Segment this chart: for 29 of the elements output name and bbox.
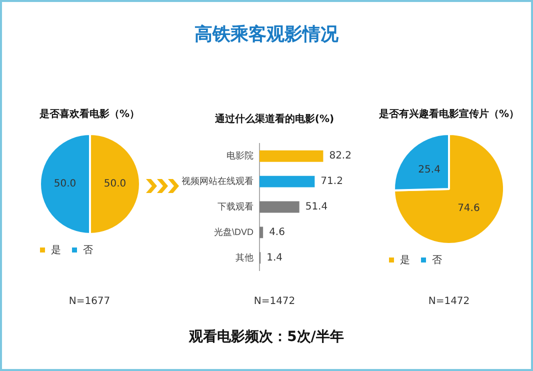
legend-label: 是: [400, 254, 410, 266]
y-tick-label: 电影院: [226, 150, 254, 161]
data-label: 51.4: [305, 202, 328, 213]
legend-label: 是: [50, 244, 60, 256]
bar: [260, 201, 300, 213]
data-label: 82.2: [329, 150, 352, 162]
chart-title: 通过什么渠道看的电影(%): [214, 112, 336, 126]
y-tick-label: 下载观看: [218, 201, 254, 212]
text: 高铁乘客观影情况: [194, 23, 340, 46]
y-tick-label: 光盘\DVD: [214, 226, 254, 237]
data-label: 50.0: [103, 178, 126, 190]
data-label: 4.6: [269, 227, 285, 238]
text: N=1472: [427, 296, 471, 307]
text: N=1472: [252, 296, 296, 307]
chart-title: 是否喜欢看电影（%）: [38, 108, 141, 121]
bar: [260, 150, 324, 162]
chart-title: 是否有兴趣看电影宣传片（%）: [378, 107, 520, 121]
legend-label: 否: [432, 254, 442, 266]
legend-label: 否: [82, 244, 92, 256]
data-label: 50.0: [53, 178, 76, 190]
data-label: 25.4: [418, 164, 440, 176]
data-label: 74.6: [458, 202, 480, 214]
y-tick-label: 其他: [236, 252, 254, 262]
data-label: 1.4: [266, 252, 282, 264]
text: 观看电影频次：5次/半年: [188, 328, 345, 346]
bar: [260, 226, 264, 238]
data-label: 71.2: [320, 176, 343, 188]
text: N=1677: [68, 296, 112, 307]
bar: [260, 176, 315, 188]
